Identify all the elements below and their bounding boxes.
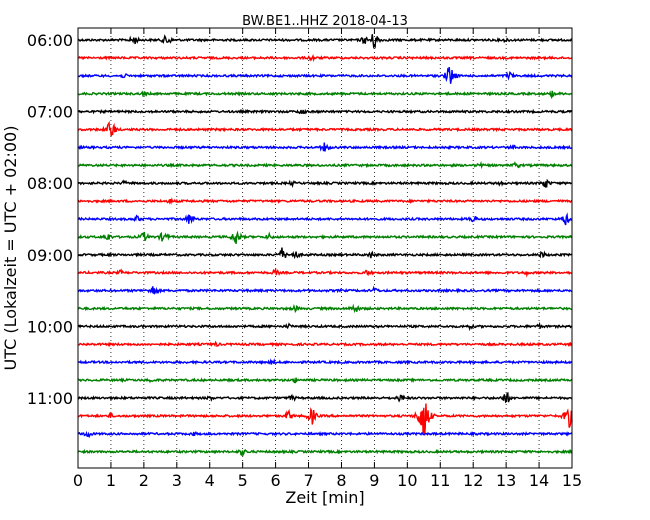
trace-line xyxy=(78,303,573,314)
x-axis: 0 1 2 3 4 5 6 7 8 9 10 11 12 13 14 15 xyxy=(73,28,582,490)
y-tick-label: 07:00 xyxy=(27,103,73,122)
trace-line xyxy=(77,285,573,296)
trace-line xyxy=(77,377,573,384)
plot-frame xyxy=(77,27,573,469)
x-axis-label: Zeit [min] xyxy=(285,488,364,507)
x-tick-label: 12 xyxy=(463,471,483,490)
x-tick-label: 0 xyxy=(73,471,83,490)
seismogram-traces xyxy=(77,34,573,457)
trace-line xyxy=(77,178,573,189)
x-tick-label: 2 xyxy=(139,471,149,490)
trace-line xyxy=(77,142,573,152)
trace-line xyxy=(77,247,573,260)
x-tick-label: 9 xyxy=(369,471,379,490)
x-tick-label: 3 xyxy=(172,471,182,490)
trace-line xyxy=(77,108,573,115)
y-tick-label: 09:00 xyxy=(27,246,73,265)
trace-line xyxy=(77,120,573,137)
trace-line xyxy=(77,448,573,457)
trace-line xyxy=(77,197,573,205)
x-tick-label: 15 xyxy=(562,471,582,490)
trace-line xyxy=(77,430,573,439)
y-tick-label: 06:00 xyxy=(27,31,73,50)
trace-line xyxy=(77,403,573,436)
x-tick-label: 7 xyxy=(303,471,313,490)
trace-line xyxy=(77,160,573,170)
x-tick-label: 10 xyxy=(397,471,417,490)
x-tick-label: 14 xyxy=(529,471,549,490)
trace-line xyxy=(77,357,573,366)
x-tick-label: 4 xyxy=(205,471,215,490)
x-tick-label: 11 xyxy=(430,471,450,490)
trace-line xyxy=(77,34,573,50)
x-tick-label: 13 xyxy=(496,471,516,490)
trace-line xyxy=(77,230,573,244)
x-tick-label: 5 xyxy=(238,471,248,490)
trace-line xyxy=(77,321,573,332)
y-axis-label: UTC (Lokalzeit = UTC + 02:00) xyxy=(1,126,20,371)
trace-line xyxy=(77,340,573,348)
y-tick-label: 11:00 xyxy=(27,389,73,408)
trace-line xyxy=(77,90,573,100)
trace-line xyxy=(77,267,573,278)
y-tick-label: 10:00 xyxy=(27,317,73,336)
x-tick-label: 1 xyxy=(106,471,116,490)
trace-line xyxy=(77,212,573,226)
x-tick-label: 8 xyxy=(336,471,346,490)
chart-title: BW.BE1..HHZ 2018-04-13 xyxy=(242,14,408,29)
trace-line xyxy=(77,54,573,63)
y-axis: 06:00 07:00 08:00 09:00 10:00 11:00 xyxy=(27,31,572,408)
y-tick-label: 08:00 xyxy=(27,174,73,193)
grid-lines xyxy=(110,28,540,468)
trace-line xyxy=(77,66,573,84)
trace-line xyxy=(77,391,573,404)
x-tick-label: 6 xyxy=(271,471,281,490)
